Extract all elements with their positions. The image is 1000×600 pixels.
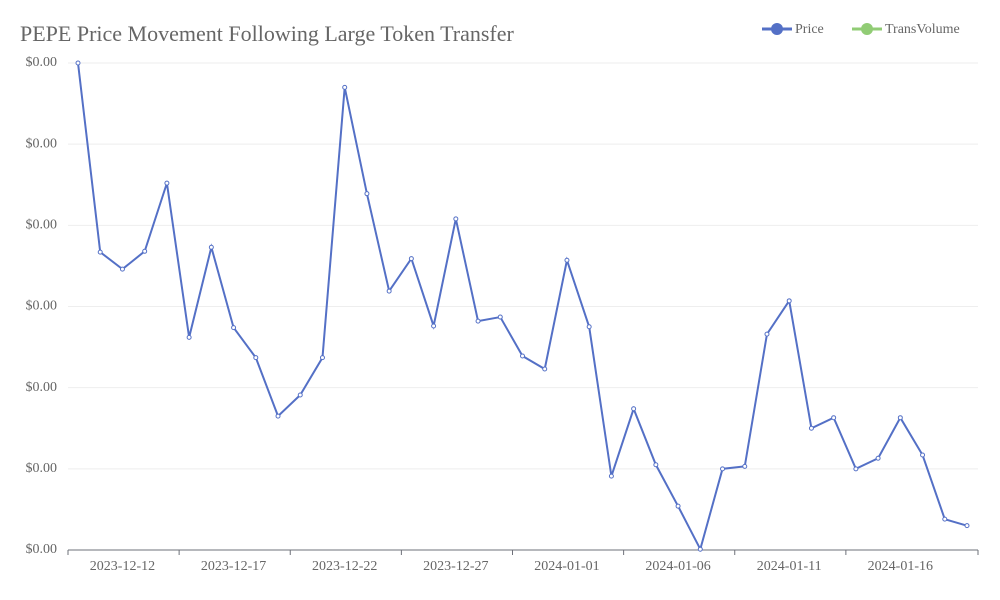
x-tick-label: 2024-01-01 xyxy=(534,559,599,574)
point xyxy=(475,318,481,324)
y-tick-label: $0.00 xyxy=(26,299,58,314)
point xyxy=(142,248,148,254)
point xyxy=(875,455,881,461)
point xyxy=(697,546,703,552)
point xyxy=(786,298,792,304)
point xyxy=(275,413,281,419)
point xyxy=(253,355,259,361)
point xyxy=(231,325,237,331)
point xyxy=(431,323,437,329)
x-tick-label: 2023-12-12 xyxy=(90,559,155,574)
point xyxy=(297,392,303,398)
point xyxy=(386,288,392,294)
point xyxy=(831,415,837,421)
legend-dot xyxy=(771,23,783,35)
point xyxy=(364,191,370,197)
point xyxy=(764,331,770,337)
point xyxy=(542,366,548,372)
legend-item: TransVolume xyxy=(852,22,960,37)
y-tick-label: $0.00 xyxy=(26,542,58,557)
x-tick-label: 2024-01-06 xyxy=(645,559,710,574)
point xyxy=(897,415,903,421)
x-tick-label: 2024-01-11 xyxy=(757,559,822,574)
y-tick-label: $0.00 xyxy=(26,218,58,233)
point xyxy=(119,266,125,272)
point xyxy=(586,324,592,330)
point xyxy=(808,425,814,431)
point xyxy=(720,466,726,472)
point xyxy=(164,180,170,186)
point xyxy=(942,516,948,522)
chart-title: PEPE Price Movement Following Large Toke… xyxy=(20,21,515,46)
point xyxy=(342,84,348,90)
point xyxy=(853,466,859,472)
x-tick-label: 2023-12-27 xyxy=(423,559,488,574)
point xyxy=(675,503,681,509)
point xyxy=(319,355,325,361)
point xyxy=(964,523,970,529)
point xyxy=(608,473,614,479)
point xyxy=(75,60,81,66)
y-tick-label: $0.00 xyxy=(26,461,58,476)
point xyxy=(208,244,214,250)
point xyxy=(920,452,926,458)
point xyxy=(520,353,525,359)
x-tick-label: 2023-12-17 xyxy=(201,559,266,574)
legend-item: Price xyxy=(762,22,824,37)
point xyxy=(408,256,414,262)
point xyxy=(453,216,459,222)
point xyxy=(564,257,570,263)
point xyxy=(631,406,637,412)
x-tick-label: 2023-12-22 xyxy=(312,559,377,574)
y-tick-label: $0.00 xyxy=(26,136,58,151)
legend-label: Price xyxy=(795,22,824,37)
point xyxy=(97,249,103,255)
point xyxy=(186,334,192,340)
legend-label: TransVolume xyxy=(885,22,960,37)
point xyxy=(742,463,748,469)
legend-dot xyxy=(861,23,873,35)
x-tick-label: 2024-01-16 xyxy=(868,559,933,574)
point xyxy=(653,462,659,468)
point xyxy=(497,314,503,320)
y-tick-label: $0.00 xyxy=(26,55,58,70)
y-tick-label: $0.00 xyxy=(26,380,58,395)
